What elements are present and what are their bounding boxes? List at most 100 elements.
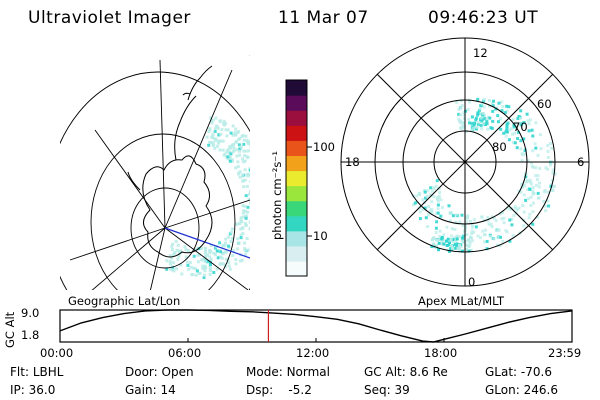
aurora-pixel [436,199,440,203]
aurora-pixel [227,235,231,239]
aurora-pixel [466,238,470,242]
aurora-pixel [232,143,236,146]
aurora-pixel [247,149,250,153]
aurora-pixel [470,225,474,229]
aurora-pixel [249,246,250,250]
aurora-pixel [243,159,247,163]
aurora-pixel [168,262,172,266]
aurora-pixel [246,172,250,176]
aurora-pixel [244,149,248,153]
aurora-pixel [244,253,247,257]
aurora-pixel [531,134,535,138]
aurora-pixel [426,225,430,228]
aurora-pixel [458,244,461,248]
aurora-pixel [262,187,265,190]
aurora-pixel [249,180,250,184]
coastline [127,65,213,258]
aurora-pixel [536,174,540,178]
aurora-pixel [530,128,534,132]
aurora-pixel [506,121,510,125]
colorbar-segment [286,125,307,141]
info-glon: GLon: 246.6 [485,383,558,397]
instrument-title: Ultraviolet Imager [28,8,191,28]
mlt-spokes [341,38,589,286]
aurora-pixel [252,163,255,166]
aurora-pixel [242,138,246,142]
aurora-pixel [235,139,239,143]
aurora-pixel [431,242,435,246]
aurora-pixel [241,232,245,236]
aurora-pixel [533,142,537,146]
aurora-pixel [546,144,550,147]
aurora-pixel [432,195,436,199]
aurora-pixel [238,221,242,225]
aurora-pixel [249,184,250,188]
aurora-pixel [458,119,461,123]
aurora-pixel [194,273,198,277]
aurora-pixel [531,165,535,169]
aurora-pixel [227,264,231,268]
aurora-pixel [226,155,230,159]
aurora-pixel [257,219,260,222]
aurora-pixel [476,112,480,115]
aurora-pixel [236,222,240,226]
aurora-pixel [449,238,453,241]
aurora-pixel [448,219,452,223]
aurora-pixel [477,108,481,112]
aurora-pixel [470,239,474,243]
aurora-pixel [258,209,261,212]
aurora-pixel [171,253,175,257]
aurora-pixel [524,175,528,179]
geographic-panel-label: Geographic Lat/Lon [68,294,181,308]
aurora-pixel [248,168,250,172]
aurora-pixel [263,230,266,233]
aurora-pixel [480,215,484,219]
aurora-pixel [468,121,471,125]
colorbar-segment [286,170,307,187]
aurora-pixel [175,267,178,271]
aurora-pixel [212,251,216,255]
aurora-pixel [228,159,232,163]
aurora-pixel [519,139,523,143]
aurora-pixel [505,104,509,108]
aurora-pixel [458,235,462,239]
aurora-pixel [490,102,494,105]
aurora-pixel [426,189,430,193]
colorbar-segment [286,185,307,202]
aurora-pixel [437,195,441,199]
aurora-pixel [244,216,248,220]
aurora-pixel [474,118,478,122]
aurora-pixel [491,119,495,123]
mlt-label-6: 6 [577,155,585,169]
aurora-pixel [495,228,498,232]
aurora-pixel [241,179,245,183]
aurora-pixel [502,221,506,225]
aurora-pixel [172,269,176,273]
mlt-label-12: 12 [473,46,488,60]
aurora-pixel [543,204,547,208]
aurora-pixel [262,222,265,225]
aurora-pixel [213,127,217,131]
aurora-pixel [418,217,422,221]
aurora-pixel [201,264,205,268]
aurora-pixel [208,128,212,132]
aurora-pixel [436,196,439,200]
aurora-pixel [259,176,262,179]
aurora-pixel [229,240,233,243]
aurora-pixel [243,247,247,251]
aurora-pixel [223,152,227,156]
aurora-pixel [500,217,504,221]
aurora-pixel [421,198,425,202]
aurora-pixel [505,126,509,130]
aurora-pixel [246,248,250,252]
aurora-pixel [264,195,267,198]
aurora-pixel [237,171,241,175]
aurora-pixel [261,180,264,183]
aurora-pixel [538,133,542,137]
aurora-pixel [205,135,209,139]
aurora-pixel [479,112,483,116]
aurora-pixel [203,246,207,250]
aurora-pixel [481,229,485,233]
aurora-pixel [423,190,427,194]
aurora-pixel [184,248,188,252]
